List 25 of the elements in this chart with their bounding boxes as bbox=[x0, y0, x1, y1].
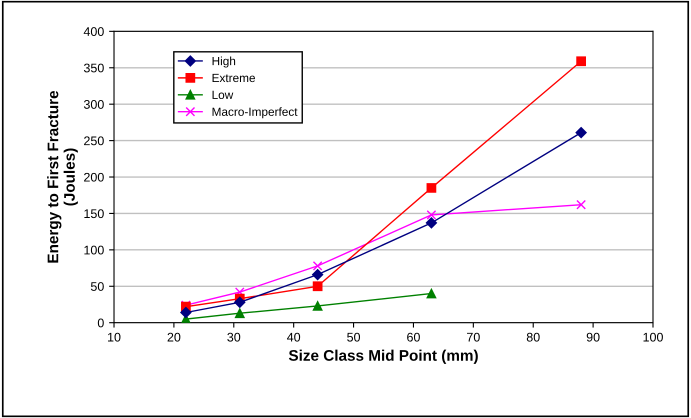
x-tick-label: 70 bbox=[467, 332, 480, 342]
x-tick-label: 60 bbox=[407, 332, 420, 342]
legend-label: High bbox=[212, 56, 236, 68]
y-tick-label: 150 bbox=[84, 209, 104, 218]
x-tick-label: 40 bbox=[287, 332, 300, 342]
x-tick-label: 30 bbox=[227, 332, 240, 342]
x-tick-label: 50 bbox=[347, 332, 360, 342]
y-tick-label: 250 bbox=[84, 136, 104, 146]
y-tick-label: 300 bbox=[84, 100, 104, 109]
x-tick-label: 10 bbox=[108, 332, 120, 342]
x-tick-label: 80 bbox=[526, 332, 540, 342]
y-axis-title: Energy to First Fracture (Joules) bbox=[47, 90, 78, 263]
legend-label: Macro-Imperfect bbox=[212, 107, 298, 118]
legend-label: Extreme bbox=[212, 74, 256, 82]
x-tick-label: 90 bbox=[586, 332, 600, 342]
x-tick-label: 100 bbox=[644, 332, 663, 342]
y-tick-label: 0 bbox=[98, 318, 104, 328]
y-tick-label: 200 bbox=[84, 172, 104, 182]
y-tick-label: 350 bbox=[84, 64, 104, 72]
y-tick-label: 100 bbox=[84, 246, 104, 255]
x-axis-title: Size Class Mid Point (mm) bbox=[288, 350, 478, 364]
legend-label: Low bbox=[212, 90, 234, 100]
y-tick-label: 50 bbox=[90, 282, 104, 291]
y-tick-label: 400 bbox=[84, 27, 104, 36]
x-tick-label: 20 bbox=[168, 332, 180, 342]
